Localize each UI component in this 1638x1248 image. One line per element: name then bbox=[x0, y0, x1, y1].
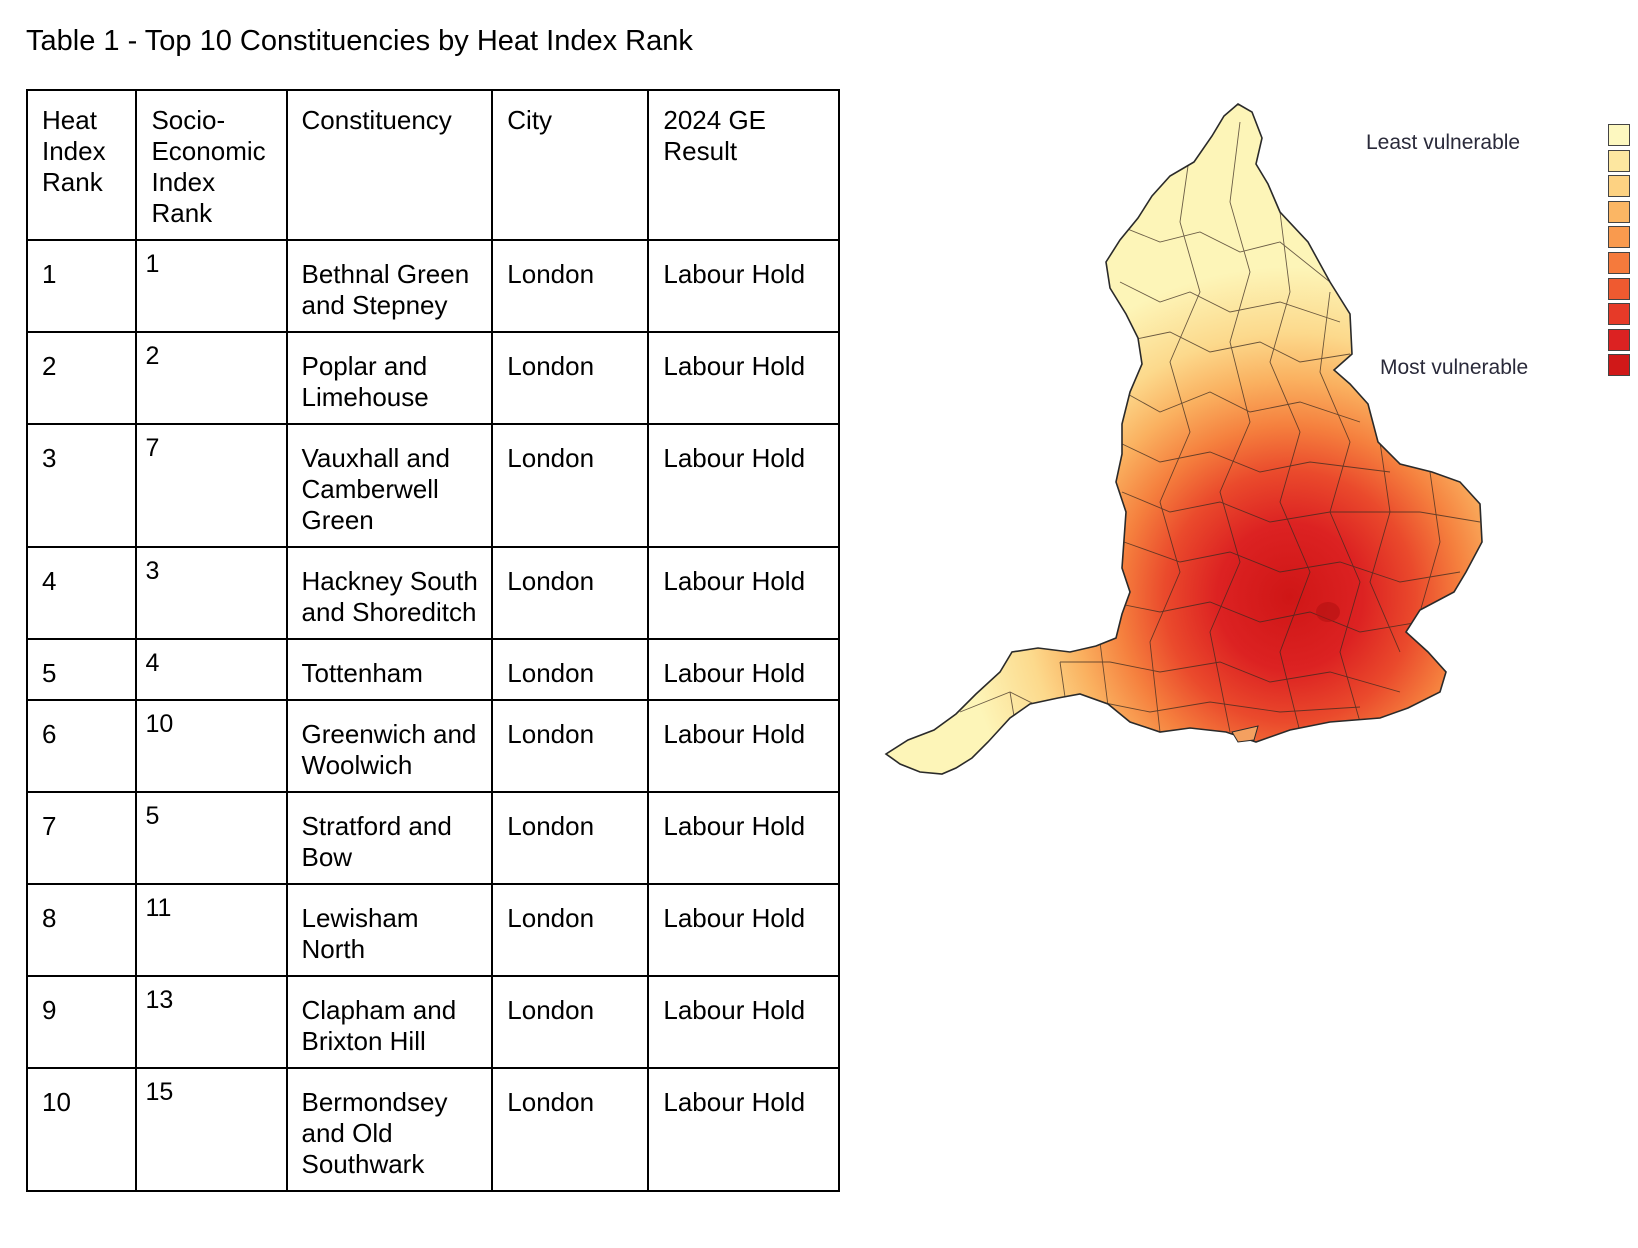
cell-socio-economic-rank: 2 bbox=[135, 331, 288, 425]
cell-socio-economic-rank: 3 bbox=[135, 546, 288, 640]
constituency-table: Heat Index Rank Socio-Economic Index Ran… bbox=[25, 89, 840, 1192]
cell-ge-result: Labour Hold bbox=[647, 638, 840, 701]
header-constituency: Constituency bbox=[285, 89, 494, 241]
isle-of-wight bbox=[1231, 725, 1259, 743]
table-row: 4 3 Hackney South and Shoreditch London Labo… bbox=[25, 546, 840, 640]
cell-city: London bbox=[491, 883, 650, 977]
cell-ge-result: Labour Hold bbox=[647, 699, 840, 793]
table-header-row: Heat Index Rank Socio-Economic Index Ran… bbox=[25, 89, 840, 241]
legend-swatch bbox=[1608, 124, 1630, 146]
cell-ge-result: Labour Hold bbox=[647, 331, 840, 425]
table-title: Table 1 - Top 10 Constituencies by Heat … bbox=[26, 25, 693, 57]
cell-ge-result: Labour Hold bbox=[647, 1067, 840, 1192]
cell-constituency: Tottenham bbox=[285, 638, 494, 701]
cell-ge-result: Labour Hold bbox=[647, 546, 840, 640]
cell-heat-index-rank: 5 bbox=[25, 638, 138, 701]
cell-heat-index-rank: 1 bbox=[25, 239, 138, 333]
cell-city: London bbox=[491, 1067, 650, 1192]
cell-socio-economic-rank: 1 bbox=[135, 239, 288, 333]
legend-least-label: Least vulnerable bbox=[1366, 131, 1521, 154]
cell-heat-index-rank: 9 bbox=[25, 975, 138, 1069]
cell-heat-index-rank: 4 bbox=[25, 546, 138, 640]
cell-ge-result: Labour Hold bbox=[647, 791, 840, 885]
table-row: 8 11 Lewisham North London Labour Hold bbox=[25, 883, 840, 977]
legend-swatch bbox=[1608, 252, 1630, 274]
table-row: 7 5 Stratford and Bow London Labour Hold bbox=[25, 791, 840, 885]
cell-constituency: Clapham and Brixton Hill bbox=[285, 975, 494, 1069]
legend-swatch bbox=[1608, 200, 1630, 223]
cell-city: London bbox=[491, 638, 650, 701]
london-cluster bbox=[1316, 602, 1340, 622]
legend-swatch bbox=[1608, 303, 1630, 326]
cell-city: London bbox=[491, 239, 650, 333]
table-row: 10 15 Bermondsey and Old Southwark London La… bbox=[25, 1067, 840, 1192]
cell-constituency: Bermondsey and Old Southwark bbox=[285, 1067, 494, 1192]
legend-swatch bbox=[1608, 175, 1630, 198]
cell-city: London bbox=[491, 699, 650, 793]
cell-ge-result: Labour Hold bbox=[647, 883, 840, 977]
cell-heat-index-rank: 3 bbox=[25, 423, 138, 548]
cell-city: London bbox=[491, 975, 650, 1069]
table-row: 5 4 Tottenham London Labour Hold bbox=[25, 638, 840, 701]
cell-constituency: Vauxhall and Camberwell Green bbox=[285, 423, 494, 548]
cell-heat-index-rank: 6 bbox=[25, 699, 138, 793]
cell-constituency: Lewisham North bbox=[285, 883, 494, 977]
cell-heat-index-rank: 7 bbox=[25, 791, 138, 885]
cell-ge-result: Labour Hold bbox=[647, 423, 840, 548]
legend-swatch bbox=[1608, 328, 1630, 351]
cell-socio-economic-rank: 11 bbox=[135, 883, 288, 977]
cell-socio-economic-rank: 10 bbox=[135, 699, 288, 793]
legend-swatch bbox=[1608, 226, 1630, 249]
cell-constituency: Bethnal Green and Stepney bbox=[285, 239, 494, 333]
cell-heat-index-rank: 10 bbox=[25, 1067, 138, 1192]
cell-city: London bbox=[491, 331, 650, 425]
legend-swatch bbox=[1608, 149, 1630, 172]
table-row: 1 1 Bethnal Green and Stepney London Labour … bbox=[25, 239, 840, 333]
cell-city: London bbox=[491, 791, 650, 885]
header-city: City bbox=[491, 89, 650, 241]
cell-ge-result: Labour Hold bbox=[647, 239, 840, 333]
header-heat-index-rank: Heat Index Rank bbox=[25, 89, 138, 241]
header-ge-result: 2024 GE Result bbox=[647, 89, 840, 241]
legend-swatch bbox=[1608, 354, 1630, 377]
legend-swatch bbox=[1608, 277, 1630, 300]
legend-most-label: Most vulnerable bbox=[1380, 356, 1529, 379]
cell-heat-index-rank: 8 bbox=[25, 883, 138, 977]
cell-socio-economic-rank: 5 bbox=[135, 791, 288, 885]
cell-socio-economic-rank: 7 bbox=[135, 423, 288, 548]
table-row: 2 2 Poplar and Limehouse London Labour Hold bbox=[25, 331, 840, 425]
constituency-boundaries bbox=[959, 121, 1481, 753]
cell-constituency: Stratford and Bow bbox=[285, 791, 494, 885]
england-landmass bbox=[886, 104, 1482, 774]
cell-socio-economic-rank: 13 bbox=[135, 975, 288, 1069]
cell-ge-result: Labour Hold bbox=[647, 975, 840, 1069]
cell-socio-economic-rank: 15 bbox=[135, 1067, 288, 1192]
header-socio-economic-index-rank: Socio-Economic Index Rank bbox=[135, 89, 288, 241]
cell-constituency: Greenwich and Woolwich bbox=[285, 699, 494, 793]
table-row: 6 10 Greenwich and Woolwich London Labour Ho… bbox=[25, 699, 840, 793]
cell-city: London bbox=[491, 423, 650, 548]
table-row: 3 7 Vauxhall and Camberwell Green London Lab… bbox=[25, 423, 840, 548]
cell-city: London bbox=[491, 546, 650, 640]
vulnerability-map bbox=[829, 92, 1638, 852]
table-row: 9 13 Clapham and Brixton Hill London Labour … bbox=[25, 975, 840, 1069]
cell-constituency: Hackney South and Shoreditch bbox=[285, 546, 494, 640]
cell-heat-index-rank: 2 bbox=[25, 331, 138, 425]
england-map-svg bbox=[829, 103, 1483, 785]
cell-constituency: Poplar and Limehouse bbox=[285, 331, 494, 425]
cell-socio-economic-rank: 4 bbox=[135, 638, 288, 701]
